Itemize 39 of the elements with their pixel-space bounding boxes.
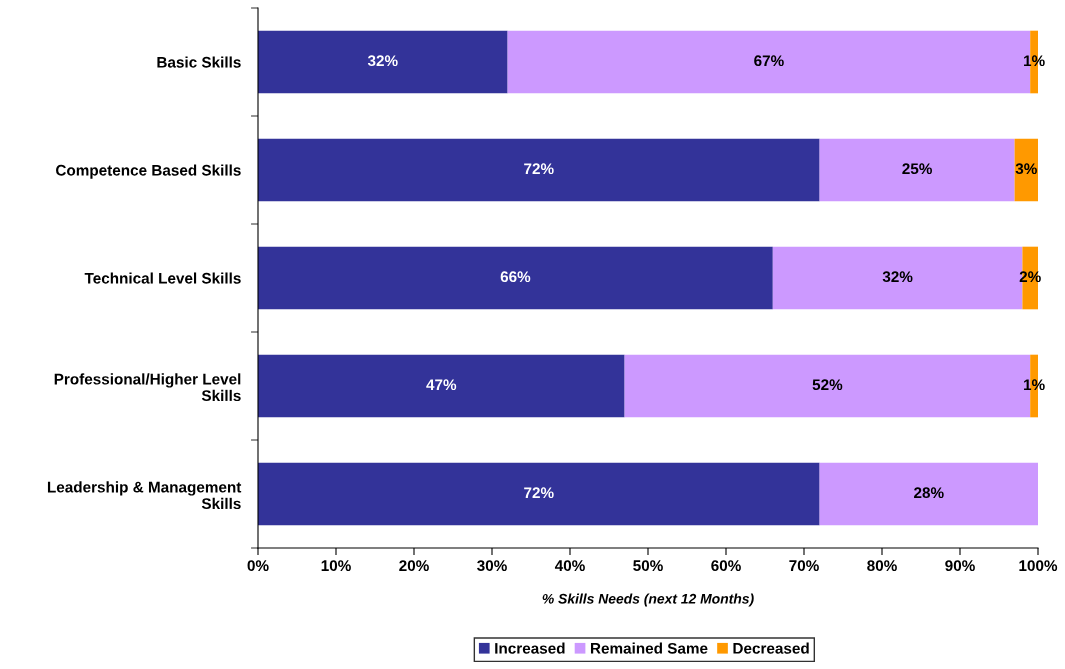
- x-tick-label: 80%: [867, 560, 897, 572]
- data-label: 66%: [500, 271, 531, 283]
- data-label: 25%: [902, 163, 932, 175]
- data-label: 72%: [524, 487, 554, 499]
- y-tick-label: Technical Level Skills: [84, 272, 241, 284]
- bar: [258, 30, 508, 94]
- x-tick-label: 100%: [1019, 560, 1058, 572]
- y-tick-label: Professional/Higher Level Skills: [54, 373, 241, 402]
- x-tick-label: 10%: [321, 560, 351, 572]
- data-label: 52%: [812, 379, 843, 391]
- data-label: 72%: [524, 163, 554, 175]
- legend-label: Increased: [495, 642, 565, 654]
- x-tick-label: 60%: [711, 560, 741, 572]
- data-label: 32%: [367, 55, 398, 67]
- bar: [819, 462, 1038, 526]
- x-tick-label: 40%: [554, 560, 585, 572]
- y-tick-label: Basic Skills: [157, 56, 241, 68]
- data-label: 47%: [426, 379, 457, 391]
- x-tick-label: 90%: [945, 560, 975, 572]
- data-label: 67%: [754, 55, 784, 67]
- x-tick-label: 70%: [789, 560, 819, 572]
- x-tick-label: 30%: [477, 560, 507, 572]
- data-label: 28%: [914, 487, 944, 499]
- data-label: 32%: [882, 271, 913, 283]
- bar: [258, 462, 820, 526]
- x-axis-title: % Skills Needs (next 12 Months): [542, 593, 754, 607]
- bar: [258, 354, 625, 418]
- bar: [1014, 138, 1038, 202]
- data-label: 3%: [1015, 163, 1037, 175]
- legend-label: Decreased: [733, 642, 809, 654]
- y-tick-label: Competence Based Skills: [56, 164, 241, 179]
- x-tick-label: 0%: [247, 560, 269, 572]
- x-tick-label: 20%: [399, 560, 429, 572]
- legend-label: Remained Same: [591, 642, 708, 654]
- bar: [819, 138, 1015, 202]
- bar: [258, 138, 820, 202]
- x-tick-label: 50%: [633, 560, 663, 572]
- y-tick-label: Leadership & Management Skills: [47, 481, 242, 510]
- bar: [258, 246, 773, 310]
